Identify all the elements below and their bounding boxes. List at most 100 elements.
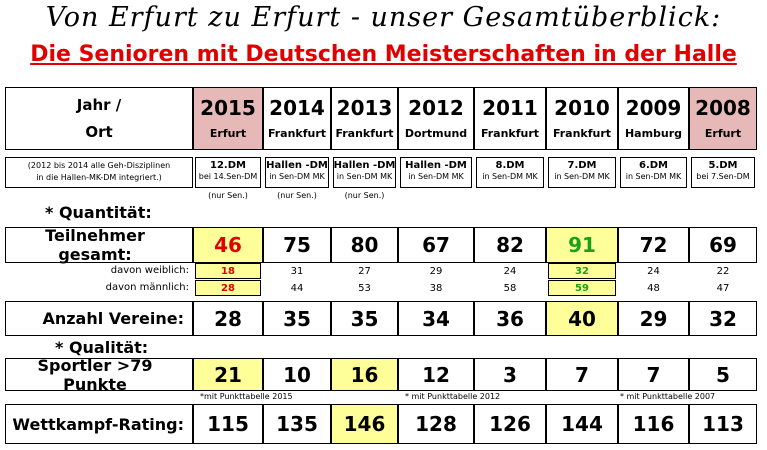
year: 2010 [554,96,610,120]
value: 16 [331,358,398,391]
value: 29 [429,265,443,277]
value: 36 [474,301,546,336]
value: 5 [689,358,757,391]
value: 28 [193,301,263,336]
place: Frankfurt [552,127,612,140]
footnote: * mit Punkttabelle 2007 [620,392,716,401]
value: 82 [474,227,546,263]
value: 47 [716,282,730,294]
note-cell [265,157,329,188]
value: 35 [263,301,331,336]
value: 126 [474,404,546,444]
value: 128 [398,404,474,444]
row-label: davon weiblich: [110,265,189,276]
note: in Sen-DM MK [625,172,682,181]
note: 12.DM [210,160,246,171]
place: Frankfurt [480,127,540,140]
value: 3 [474,358,546,391]
note-label: in die Hallen-MK-DM integriert.) [36,173,162,182]
header-cell [5,87,193,150]
year: 2013 [336,96,393,120]
value: 21 [193,358,263,391]
place: Erfurt [209,127,247,140]
value: 144 [546,404,618,444]
value: 10 [263,358,331,391]
note-cell [5,157,193,188]
note: 6.DM [638,160,668,171]
value: 91 [546,227,618,263]
note: bei 7.Sen-DM [696,172,750,181]
value: 115 [193,404,263,444]
value: 34 [398,301,474,336]
value: 116 [618,404,689,444]
note-label: (2012 bis 2014 alle Geh-Disziplinen [27,161,171,170]
header-cell [398,87,474,150]
value: 40 [546,301,618,336]
note-cell [195,157,261,188]
row-label: Anzahl Vereine: [5,301,193,336]
year: 2012 [408,96,464,120]
header-cell [263,87,331,150]
header-cell [474,87,546,150]
footnote: *mit Punkttabelle 2015 [200,392,293,401]
value: 44 [290,282,304,294]
value: 27 [358,265,371,277]
note: (nur Sen.) [277,191,317,200]
year: 2011 [482,96,538,120]
place: Dortmund [404,127,468,140]
title: Von Erfurt zu Erfurt - unser Gesamtüberb… [45,2,722,33]
value: 7 [618,358,689,391]
value: 146 [331,404,398,444]
note: Hallen -DM [266,160,328,171]
subtitle: Die Senioren mit Deutschen Meisterschaft… [30,42,737,67]
note: in Sen-DM MK [554,172,610,181]
row-label: Sportler >79 Punkte [5,356,193,394]
value: 69 [689,227,757,263]
year: 2008 [695,96,751,120]
header-cell [331,87,398,150]
row-label: Teilnehmer gesamt: [5,226,193,264]
header-cell [689,87,757,150]
value: 58 [503,282,517,294]
note: bei 14.Sen-DM [198,172,258,181]
note: 5.DM [708,160,738,171]
footnote: * mit Punkttabelle 2012 [405,392,501,401]
year: 2009 [625,96,682,120]
header-cell [193,87,263,150]
value: 113 [689,404,757,444]
note: (nur Sen.) [344,191,385,200]
note: in Sen-DM MK [408,172,464,181]
section-heading: * Quantität: [45,203,152,222]
value: 22 [716,265,730,277]
value: 31 [290,265,304,277]
header-cell [546,87,618,150]
note: in Sen-DM MK [269,172,325,181]
value: 29 [618,301,689,336]
value: 7 [546,358,618,391]
note-cell [333,157,396,188]
value: 80 [331,227,398,263]
value: 28 [195,280,261,296]
value: 72 [618,227,689,263]
section-heading: * Qualität: [55,338,149,357]
corner-label: Ort [85,123,113,141]
value: 135 [263,404,331,444]
value: 35 [331,301,398,336]
value: 24 [503,265,517,277]
value: 53 [358,282,371,294]
note-cell [620,157,687,188]
note: Hallen -DM [405,160,467,171]
row-label: Wettkampf-Rating: [5,404,193,444]
place: Hamburg [624,127,683,140]
value: 24 [647,265,660,277]
note: 7.DM [567,160,597,171]
value: 32 [548,263,616,279]
value: 32 [689,301,757,336]
value: 59 [548,280,616,296]
value: 48 [647,282,660,294]
note-cell [476,157,544,188]
note: in Sen-DM MK [482,172,538,181]
note: 8.DM [495,160,525,171]
place: Frankfurt [267,127,327,140]
